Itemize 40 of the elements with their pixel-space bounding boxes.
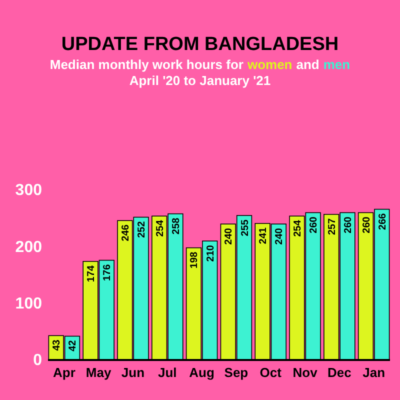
y-tick-label: 100	[15, 295, 42, 312]
data-label: 257	[326, 218, 338, 236]
y-tick-label: 0	[33, 352, 42, 370]
x-tick-label: May	[86, 365, 112, 380]
data-label: 240	[224, 228, 235, 245]
data-label: 254	[154, 220, 166, 237]
data-label: 241	[258, 227, 270, 244]
data-label: 255	[240, 219, 251, 236]
x-tick-label: Apr	[52, 365, 76, 380]
chart-title: UPDATE FROM BANGLADESH	[61, 34, 339, 55]
text: Median monthly work hours for	[50, 57, 244, 72]
x-tick-label: Jun	[121, 365, 145, 380]
data-label: 254	[292, 220, 304, 237]
x-tick-label: Nov	[292, 365, 318, 380]
data-label: 252	[136, 220, 148, 238]
data-label: 43	[52, 339, 63, 351]
data-label: 176	[102, 264, 114, 281]
data-label: 266	[377, 212, 388, 230]
y-tick-label: 300	[15, 182, 42, 200]
text: and	[296, 57, 320, 72]
y-tick-label: 200	[15, 238, 42, 256]
data-label: 210	[205, 244, 216, 262]
data-label: 198	[189, 251, 200, 268]
data-label: 174	[86, 264, 98, 282]
data-label: 42	[68, 340, 79, 352]
text: men	[323, 57, 350, 72]
text: women	[246, 57, 292, 72]
x-tick-label: Oct	[260, 365, 282, 380]
x-tick-label: Sep	[224, 365, 248, 380]
x-tick-label: Jan	[362, 365, 386, 380]
data-label: 260	[342, 216, 354, 234]
x-tick-label: Jul	[158, 365, 177, 380]
x-tick-label: Aug	[189, 365, 214, 380]
data-label: 246	[120, 224, 132, 242]
chart-subtitle: April '20 to January '21	[129, 73, 271, 88]
data-label: 258	[170, 217, 182, 234]
data-label: 260	[361, 216, 372, 234]
x-tick-label: Dec	[327, 365, 352, 380]
data-label: 260	[308, 216, 320, 234]
data-label: 240	[274, 228, 286, 245]
